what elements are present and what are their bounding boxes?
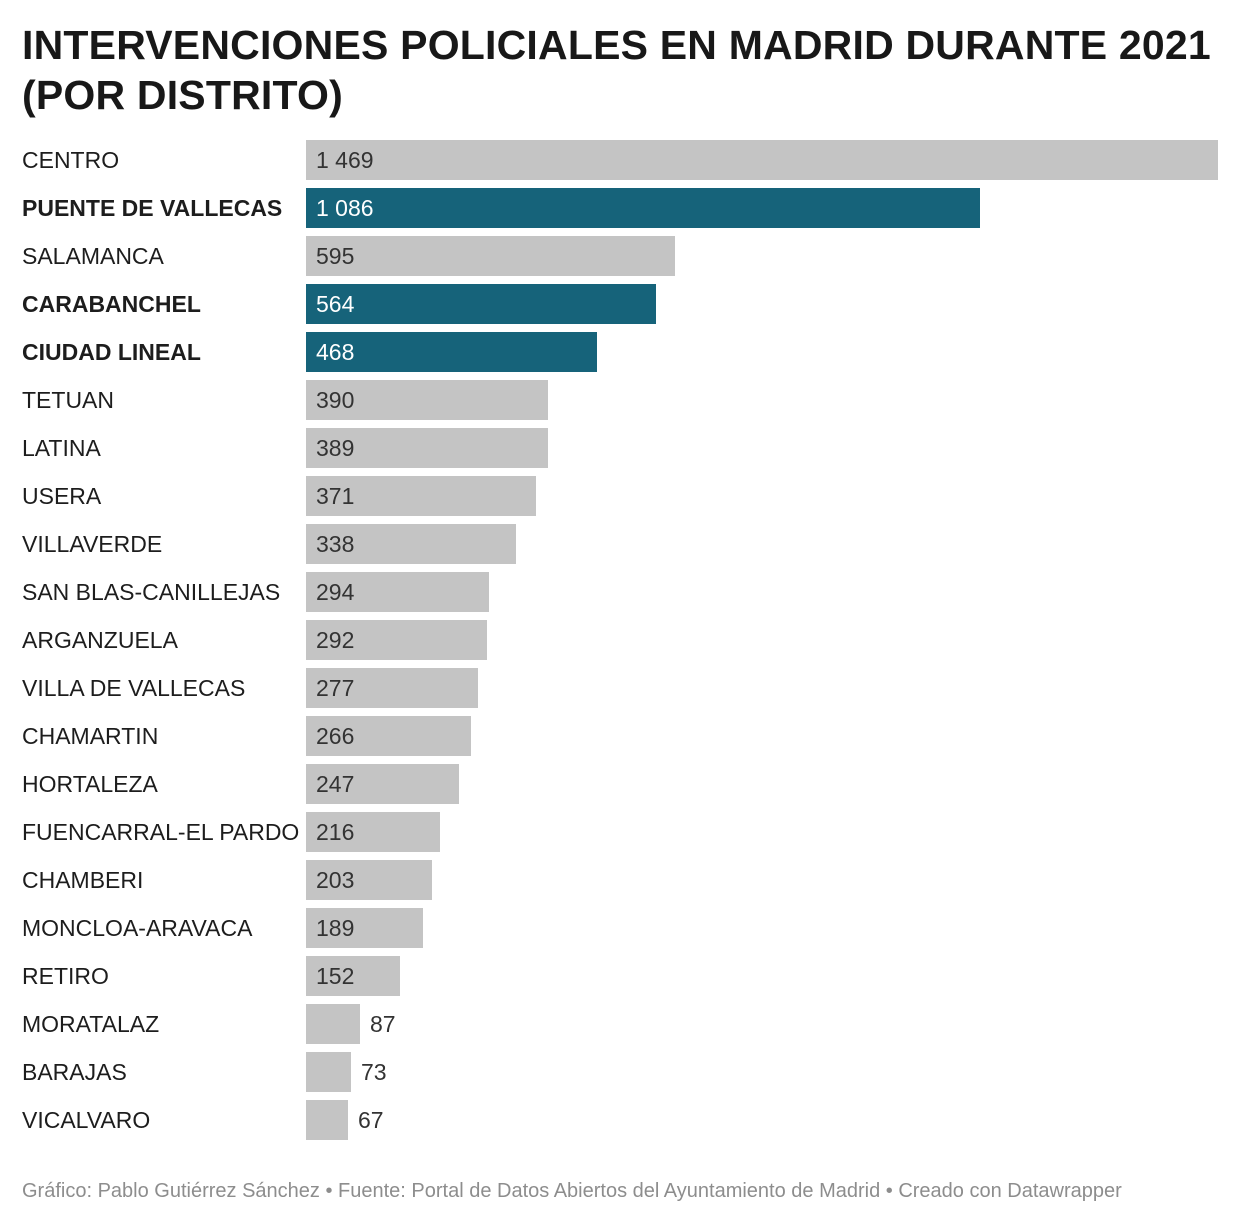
bar-san-blas-canillejas <box>306 572 489 612</box>
bar-retiro <box>306 956 400 996</box>
category-label-san-blas-canillejas: SAN BLAS-CANILLEJAS <box>22 579 280 605</box>
bar-arganzuela <box>306 620 487 660</box>
bar-chamartin <box>306 716 471 756</box>
category-label-fuencarral-el-pardo: FUENCARRAL-EL PARDO <box>22 819 299 845</box>
value-label-villaverde: 338 <box>316 531 354 557</box>
bar-row-moratalaz: MORATALAZ 87 <box>22 1004 396 1044</box>
category-label-arganzuela: ARGANZUELA <box>22 627 179 653</box>
value-label-arganzuela: 292 <box>316 627 354 653</box>
bar-row-centro: CENTRO 1 469 <box>22 140 1218 180</box>
category-label-villa-de-vallecas: VILLA DE VALLECAS <box>22 675 245 701</box>
value-label-moratalaz: 87 <box>370 1011 396 1037</box>
value-label-usera: 371 <box>316 483 354 509</box>
bar-row-barajas: BARAJAS 73 <box>22 1052 387 1092</box>
bar-carabanchel <box>306 284 656 324</box>
value-label-retiro: 152 <box>316 963 354 989</box>
bar-vicalvaro <box>306 1100 348 1140</box>
value-label-barajas: 73 <box>361 1059 387 1085</box>
value-label-chamartin: 266 <box>316 723 354 749</box>
value-label-vicalvaro: 67 <box>358 1107 384 1133</box>
value-label-moncloa-aravaca: 189 <box>316 915 354 941</box>
bar-row-chamberi: CHAMBERI 203 <box>22 860 432 900</box>
category-label-vicalvaro: VICALVARO <box>22 1107 150 1133</box>
chart-title: INTERVENCIONES POLICIALES EN MADRID DURA… <box>22 22 1211 118</box>
bar-row-arganzuela: ARGANZUELA 292 <box>22 620 487 660</box>
bar-villa-de-vallecas <box>306 668 478 708</box>
bar-hortaleza <box>306 764 459 804</box>
category-label-tetuan: TETUAN <box>22 387 114 413</box>
bar-usera <box>306 476 536 516</box>
bar-row-villa-de-vallecas: VILLA DE VALLECAS 277 <box>22 668 478 708</box>
bar-fuencarral-el-pardo <box>306 812 440 852</box>
bar-row-chamartin: CHAMARTIN 266 <box>22 716 471 756</box>
category-label-chamartin: CHAMARTIN <box>22 723 158 749</box>
value-label-hortaleza: 247 <box>316 771 354 797</box>
bar-villaverde <box>306 524 516 564</box>
bar-row-ciudad-lineal: CIUDAD LINEAL 468 <box>22 332 597 372</box>
bar-row-villaverde: VILLAVERDE 338 <box>22 524 516 564</box>
category-label-puente-de-vallecas: PUENTE DE VALLECAS <box>22 195 282 221</box>
value-label-ciudad-lineal: 468 <box>316 339 354 365</box>
category-label-retiro: RETIRO <box>22 963 109 989</box>
bar-row-san-blas-canillejas: SAN BLAS-CANILLEJAS 294 <box>22 572 489 612</box>
value-label-tetuan: 390 <box>316 387 354 413</box>
category-label-moratalaz: MORATALAZ <box>22 1011 159 1037</box>
bar-tetuan <box>306 380 548 420</box>
category-label-villaverde: VILLAVERDE <box>22 531 162 557</box>
chart-footer: Gráfico: Pablo Gutiérrez Sánchez • Fuent… <box>22 1180 1122 1202</box>
category-label-usera: USERA <box>22 483 102 509</box>
category-label-ciudad-lineal: CIUDAD LINEAL <box>22 339 201 365</box>
bar-row-vicalvaro: VICALVARO 67 <box>22 1100 384 1140</box>
bar-barajas <box>306 1052 351 1092</box>
bar-row-usera: USERA 371 <box>22 476 536 516</box>
category-label-salamanca: SALAMANCA <box>22 243 165 269</box>
bar-ciudad-lineal <box>306 332 597 372</box>
bar-row-hortaleza: HORTALEZA 247 <box>22 764 459 804</box>
value-label-puente-de-vallecas: 1 086 <box>316 195 374 221</box>
value-label-chamberi: 203 <box>316 867 354 893</box>
bar-row-retiro: RETIRO 152 <box>22 956 400 996</box>
category-label-chamberi: CHAMBERI <box>22 867 143 893</box>
bar-row-puente-de-vallecas: PUENTE DE VALLECAS 1 086 <box>22 188 980 228</box>
category-label-barajas: BARAJAS <box>22 1059 127 1085</box>
value-label-centro: 1 469 <box>316 147 374 173</box>
category-label-moncloa-aravaca: MONCLOA-ARAVACA <box>22 915 253 941</box>
bar-puente-de-vallecas <box>306 188 980 228</box>
bar-latina <box>306 428 548 468</box>
bar-salamanca <box>306 236 675 276</box>
category-label-latina: LATINA <box>22 435 101 461</box>
value-label-san-blas-canillejas: 294 <box>316 579 355 605</box>
category-label-hortaleza: HORTALEZA <box>22 771 159 797</box>
value-label-villa-de-vallecas: 277 <box>316 675 354 701</box>
bar-centro <box>306 140 1218 180</box>
bar-chamberi <box>306 860 432 900</box>
bar-row-latina: LATINA 389 <box>22 428 548 468</box>
category-label-centro: CENTRO <box>22 147 119 173</box>
bar-row-carabanchel: CARABANCHEL 564 <box>22 284 656 324</box>
bar-moncloa-aravaca <box>306 908 423 948</box>
bar-moratalaz <box>306 1004 360 1044</box>
value-label-fuencarral-el-pardo: 216 <box>316 819 354 845</box>
bar-row-fuencarral-el-pardo: FUENCARRAL-EL PARDO 216 <box>22 812 440 852</box>
value-label-latina: 389 <box>316 435 354 461</box>
value-label-salamanca: 595 <box>316 243 354 269</box>
bar-row-moncloa-aravaca: MONCLOA-ARAVACA 189 <box>22 908 423 948</box>
category-label-carabanchel: CARABANCHEL <box>22 291 201 317</box>
bar-row-tetuan: TETUAN 390 <box>22 380 548 420</box>
value-label-carabanchel: 564 <box>316 291 355 317</box>
bar-row-salamanca: SALAMANCA 595 <box>22 236 675 276</box>
